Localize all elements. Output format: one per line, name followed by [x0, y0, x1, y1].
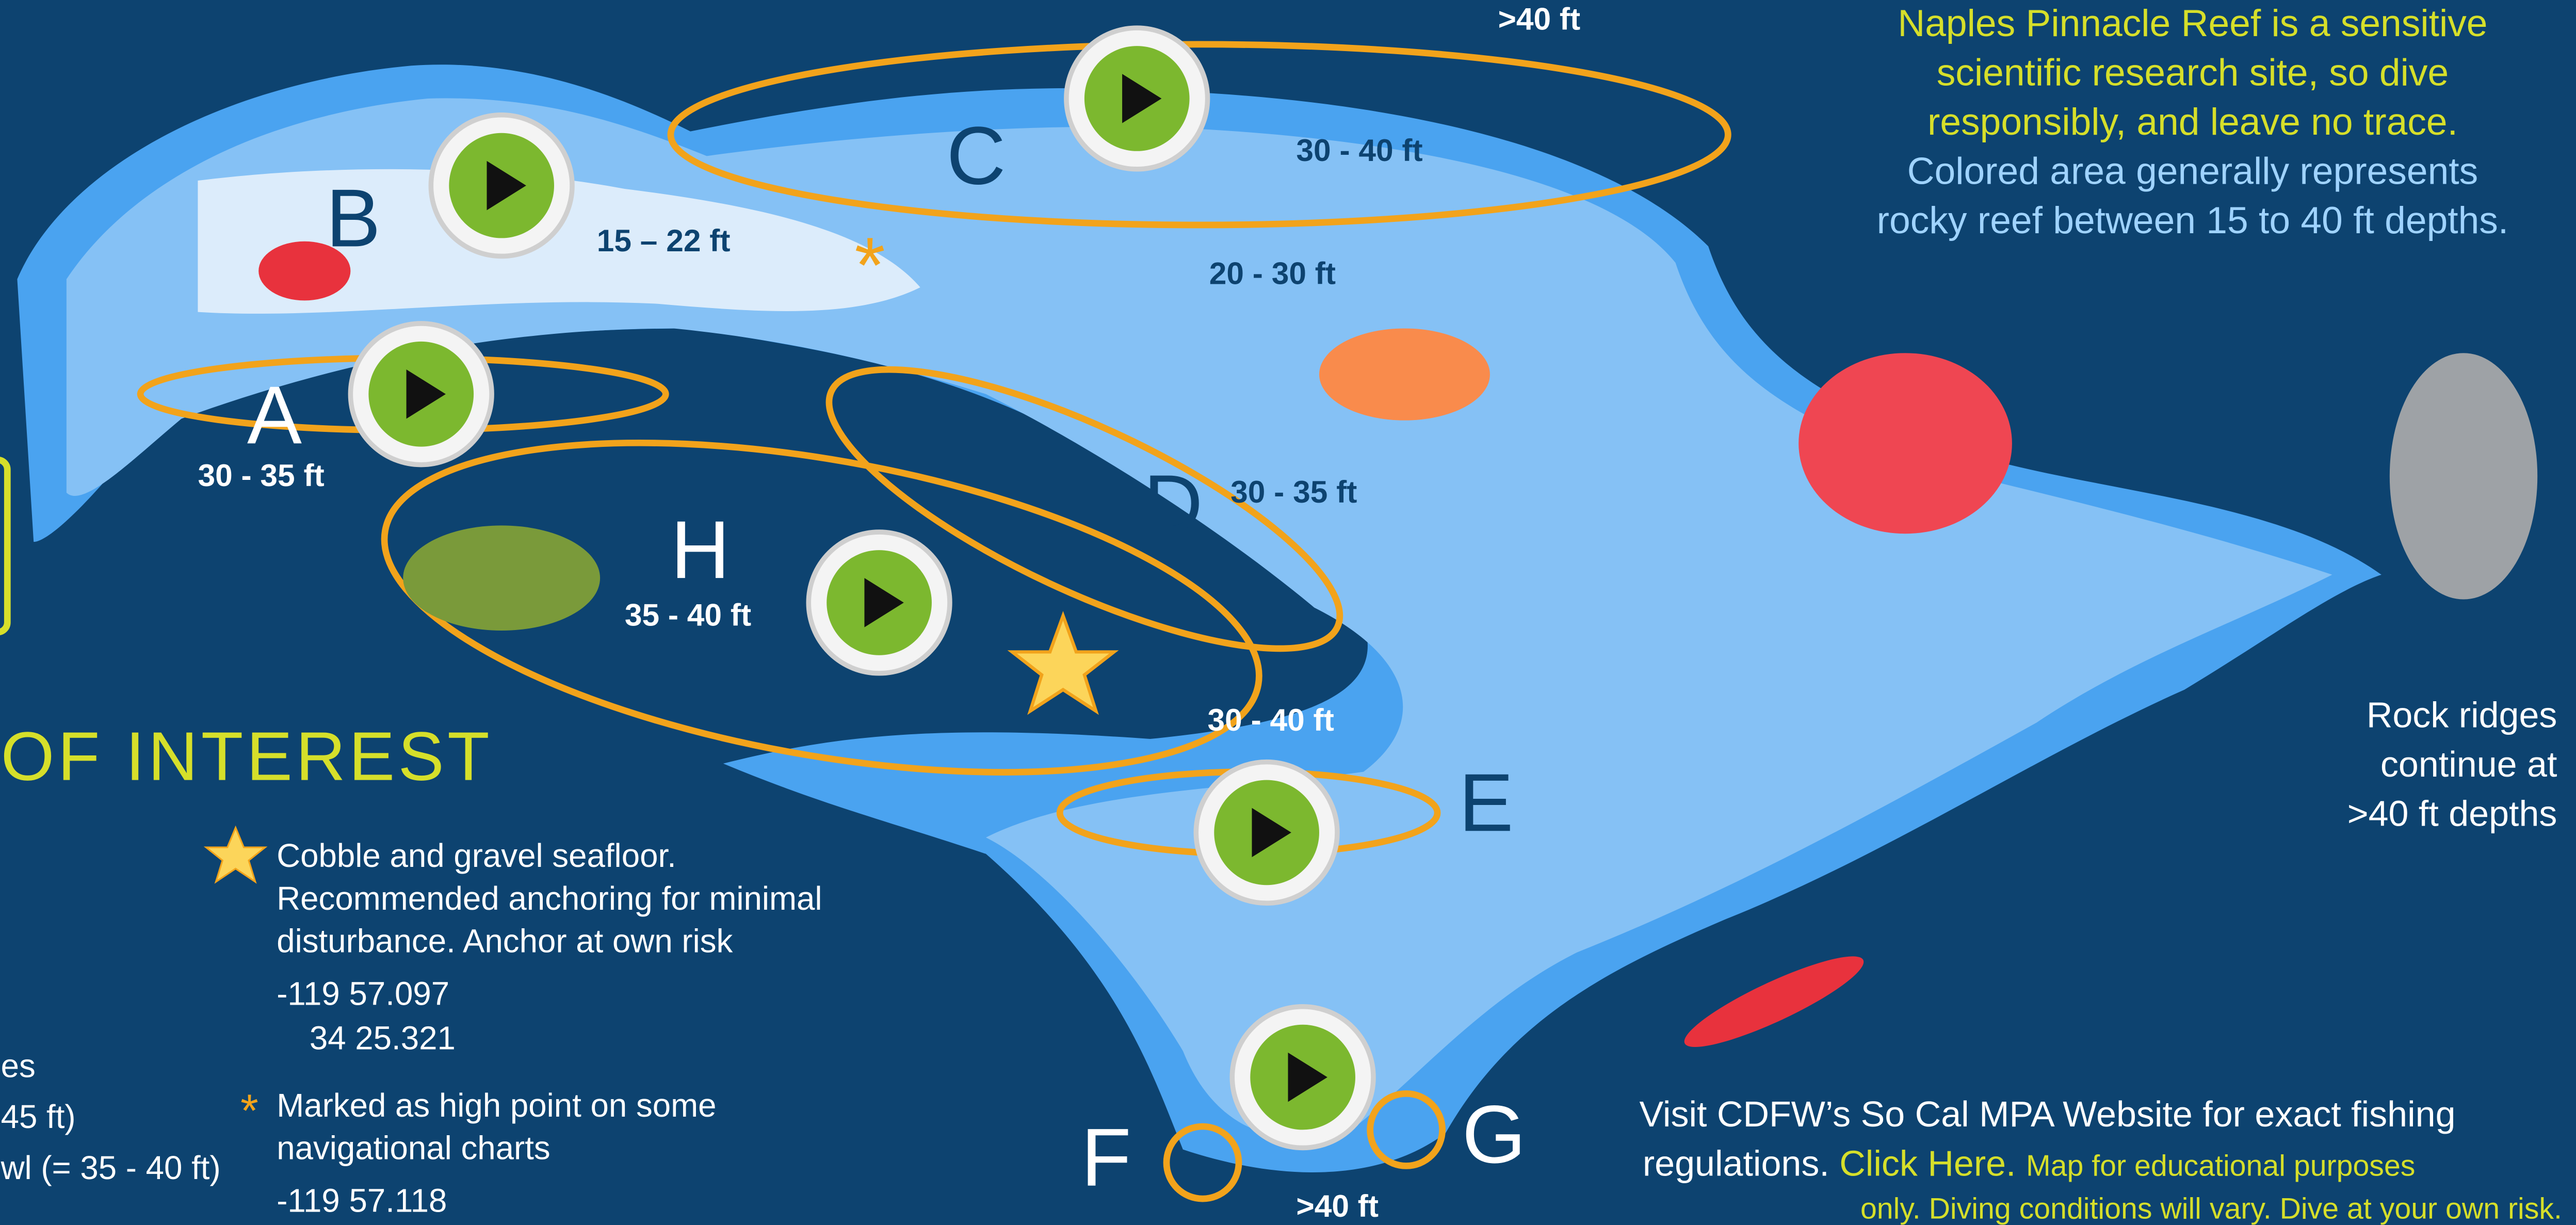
site-label: F — [1081, 1111, 1131, 1203]
notice-line: responsibly, and leave no trace. — [1927, 101, 2458, 143]
play-button[interactable] — [808, 532, 950, 673]
site-label: B — [326, 172, 381, 264]
dolphin — [2390, 353, 2537, 599]
ridges-line: >40 ft depths — [2347, 794, 2557, 834]
play-button[interactable] — [350, 324, 492, 465]
legend-text: wl (= 35 - 40 ft) — [1, 1150, 221, 1186]
depth-label: 35 - 40 ft — [625, 597, 751, 632]
footer-text: Visit CDFW’s So Cal MPA Website for exac… — [1640, 1094, 2456, 1134]
legend-title: OF INTEREST — [1, 718, 493, 795]
depth-label: 30 - 40 ft — [1296, 133, 1422, 168]
depth-label: 30 - 35 ft — [1230, 474, 1357, 509]
click-here-link[interactable]: Click Here. — [1839, 1143, 2016, 1184]
legend-asterisk: * — [240, 1085, 258, 1136]
legend-text: Cobble and gravel seafloor. — [277, 837, 676, 874]
site-label: C — [947, 109, 1006, 201]
site-label: D — [1143, 458, 1203, 550]
footer-text: Map for educational purposes — [2026, 1150, 2415, 1183]
play-button[interactable] — [1196, 762, 1337, 904]
depth-label: >40 ft — [1498, 1, 1581, 36]
notice-line: Colored area generally represents — [1907, 150, 2478, 192]
notice-line: rocky reef between 15 to 40 ft depths. — [1877, 199, 2509, 241]
legend-text: es — [1, 1048, 36, 1085]
map: * >40 ft Naples Pinnacle Reef is a sensi… — [0, 0, 2576, 1225]
depth-label: >40 ft — [1296, 1188, 1379, 1223]
ridges-line: continue at — [2380, 744, 2557, 784]
depth-label: 15 – 22 ft — [597, 223, 731, 258]
footer-text: only. Diving conditions will vary. Dive … — [1860, 1192, 2562, 1225]
play-button[interactable] — [1066, 28, 1208, 169]
legend-text: Marked as high point on some — [277, 1087, 716, 1124]
site-label: E — [1459, 756, 1513, 848]
play-button[interactable] — [1232, 1007, 1373, 1148]
asterisk-mark: * — [854, 221, 885, 309]
depth-label: 20 - 30 ft — [1209, 256, 1336, 291]
site-label: H — [671, 504, 730, 595]
flounder — [403, 525, 600, 631]
legend-text: 45 ft) — [1, 1099, 76, 1135]
legend-text: disturbance. Anchor at own risk — [277, 923, 733, 960]
site-label: A — [247, 369, 302, 461]
play-button[interactable] — [431, 115, 572, 256]
depth-label: 30 - 40 ft — [1208, 702, 1334, 737]
legend-coord: 34 25.321 — [310, 1020, 456, 1056]
legend-text: navigational charts — [277, 1130, 550, 1167]
notice-line: scientific research site, so dive — [1937, 51, 2449, 93]
legend-coord: -119 57.118 — [277, 1183, 447, 1219]
octopus — [1799, 353, 2012, 534]
ridges-line: Rock ridges — [2367, 695, 2557, 735]
footer-text: regulations. — [1643, 1143, 1829, 1184]
notice: Naples Pinnacle Reef is a sensitive scie… — [1877, 2, 2509, 241]
legend-text: Recommended anchoring for minimal — [277, 880, 822, 917]
notice-line: Naples Pinnacle Reef is a sensitive — [1898, 2, 2487, 44]
depth-label: 30 - 35 ft — [198, 458, 324, 493]
site-label: G — [1462, 1088, 1526, 1180]
fish — [1319, 328, 1490, 420]
legend-coord: -119 57.097 — [277, 976, 449, 1012]
footer-line: regulations. Click Here. Map for educati… — [1643, 1143, 2416, 1184]
